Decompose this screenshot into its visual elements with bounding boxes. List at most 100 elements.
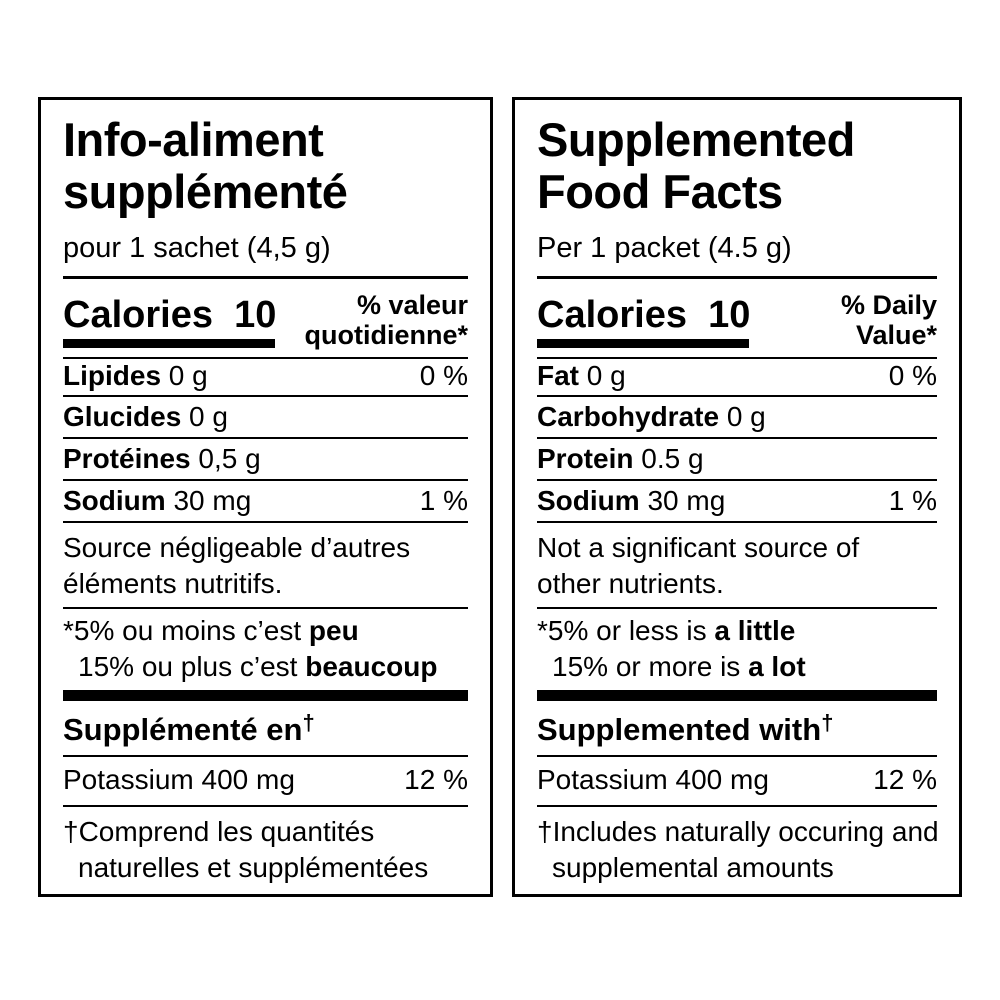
nutrient-row-proteines: Protéines 0,5 g	[63, 440, 468, 478]
note-line-1: Source négligeable d’autres	[63, 532, 411, 563]
supplemented-heading-text: Supplémenté en	[63, 712, 303, 747]
dagger-mark: †	[302, 710, 315, 735]
calories-value: 10	[708, 294, 751, 336]
nutrient-note: Source négligeable d’autres éléments nut…	[63, 530, 468, 602]
nutrient-row-glucides: Glucides 0 g	[63, 398, 468, 436]
daily-value-header: % valeur quotidienne*	[305, 290, 469, 350]
note-line-2: other nutrients.	[537, 568, 724, 599]
supplement-dv: 12 %	[873, 764, 937, 795]
divider	[63, 357, 468, 359]
nutrient-dv: 1 %	[419, 485, 468, 516]
note-line-2: éléments nutritifs.	[63, 568, 283, 599]
supplement-footnote: †Includes naturally occuring and supplem…	[537, 814, 939, 886]
calories-line: Calories 10	[537, 295, 750, 335]
footnote-line-1: *5% ou moins c’est peu	[63, 613, 468, 649]
title-line-2: supplémenté	[63, 165, 348, 218]
note-line-1: Not a significant source of	[537, 532, 860, 563]
serving-size: pour 1 sachet (4,5 g)	[63, 232, 331, 264]
panel-title: Info-aliment supplémenté	[63, 113, 348, 218]
divider	[537, 607, 937, 609]
divider	[63, 521, 468, 523]
nutrient-amount: 0.5 g	[641, 443, 704, 474]
supplement-item: Potassium 400 mg	[537, 764, 769, 795]
dv-footnote: *5% or less is a little 15% or more is a…	[537, 613, 937, 685]
nutrient-name: Sodium	[537, 485, 640, 516]
nutrient-name: Protéines	[63, 443, 191, 474]
supplement-footnote-line-2: naturelles et supplémentées	[78, 852, 429, 883]
nutrient-row-fat: Fat 0 g 0 %	[537, 357, 937, 395]
nutrient-amount: 0 g	[168, 360, 208, 391]
footnote-line-2: 15% ou plus c’est beaucoup	[63, 649, 468, 685]
nutrient-row-protein: Protein 0.5 g	[537, 440, 937, 478]
supplement-dv: 12 %	[404, 764, 468, 795]
divider	[537, 276, 937, 279]
thick-divider	[63, 690, 468, 701]
calories-label: Calories	[537, 294, 687, 336]
supplement-item: Potassium 400 mg	[63, 764, 295, 795]
nutrient-dv: 0 %	[419, 360, 468, 391]
nutrient-amount: 30 mg	[173, 485, 252, 516]
footnote-text: *5% or less is	[537, 615, 715, 646]
divider	[63, 276, 468, 279]
nutrient-name: Carbohydrate	[537, 401, 720, 432]
calories-bar	[537, 339, 749, 348]
footnote-text: 15% ou plus c’est	[78, 651, 306, 682]
footnote-text: *5% ou moins c’est	[63, 615, 309, 646]
nutrient-row-sodium: Sodium 30 mg 1 %	[63, 482, 468, 520]
divider	[537, 437, 937, 439]
supplemented-heading: Supplemented with†	[537, 712, 833, 748]
dv-header-line-2: Value*	[855, 320, 937, 350]
dv-header-line-1: % valeur	[356, 290, 468, 320]
divider	[537, 755, 937, 757]
divider	[63, 437, 468, 439]
calories-label: Calories	[63, 294, 213, 336]
nutrient-row-carbohydrate: Carbohydrate 0 g	[537, 398, 937, 436]
divider	[63, 755, 468, 757]
nutrient-amount: 30 mg	[647, 485, 726, 516]
footnote-line-2: 15% or more is a lot	[537, 649, 937, 685]
title-line-2: Food Facts	[537, 165, 783, 218]
footnote-emphasis: beaucoup	[305, 651, 438, 682]
calories-value: 10	[234, 294, 277, 336]
thick-divider	[537, 690, 937, 701]
footnote-emphasis: a lot	[748, 651, 806, 682]
nutrient-name: Fat	[537, 360, 579, 391]
divider	[63, 805, 468, 807]
nutrient-name: Sodium	[63, 485, 166, 516]
nutrient-amount: 0 g	[189, 401, 228, 432]
divider	[63, 607, 468, 609]
serving-size: Per 1 packet (4.5 g)	[537, 232, 792, 264]
divider	[537, 395, 937, 397]
dv-header-line-1: % Daily	[840, 290, 937, 320]
french-nutrition-panel: Info-aliment supplémenté pour 1 sachet (…	[38, 97, 493, 897]
footnote-emphasis: a little	[714, 615, 796, 646]
title-line-1: Info-aliment	[63, 113, 324, 166]
nutrient-name: Glucides	[63, 401, 182, 432]
supplement-row-potassium: Potassium 400 mg 12 %	[537, 761, 937, 799]
supplement-footnote-line-1: †Includes naturally occuring and	[537, 816, 939, 847]
nutrient-note: Not a significant source of other nutrie…	[537, 530, 937, 602]
panel-title: Supplemented Food Facts	[537, 114, 855, 218]
calories-bar	[63, 339, 275, 348]
nutrient-row-sodium: Sodium 30 mg 1 %	[537, 482, 937, 520]
dv-header-line-2: quotidienne*	[304, 320, 469, 350]
nutrient-name: Lipides	[63, 360, 162, 391]
supplemented-heading-text: Supplemented with	[537, 712, 822, 747]
nutrient-dv: 0 %	[888, 360, 937, 391]
divider	[537, 521, 937, 523]
supplement-row-potassium: Potassium 400 mg 12 %	[63, 761, 468, 799]
supplement-footnote-line-2: supplemental amounts	[552, 852, 834, 883]
divider	[537, 357, 937, 359]
divider	[537, 479, 937, 481]
divider	[63, 395, 468, 397]
calories-line: Calories 10	[63, 295, 276, 335]
daily-value-header: % Daily Value*	[841, 290, 937, 350]
nutrient-amount: 0 g	[726, 401, 766, 432]
nutrient-name: Protein	[537, 443, 634, 474]
supplemented-heading: Supplémenté en†	[63, 712, 315, 748]
divider	[537, 805, 937, 807]
title-line-1: Supplemented	[537, 113, 855, 166]
footnote-emphasis: peu	[308, 615, 359, 646]
english-nutrition-panel: Supplemented Food Facts Per 1 packet (4.…	[512, 97, 962, 897]
supplement-footnote: †Comprend les quantités naturelles et su…	[63, 814, 468, 886]
